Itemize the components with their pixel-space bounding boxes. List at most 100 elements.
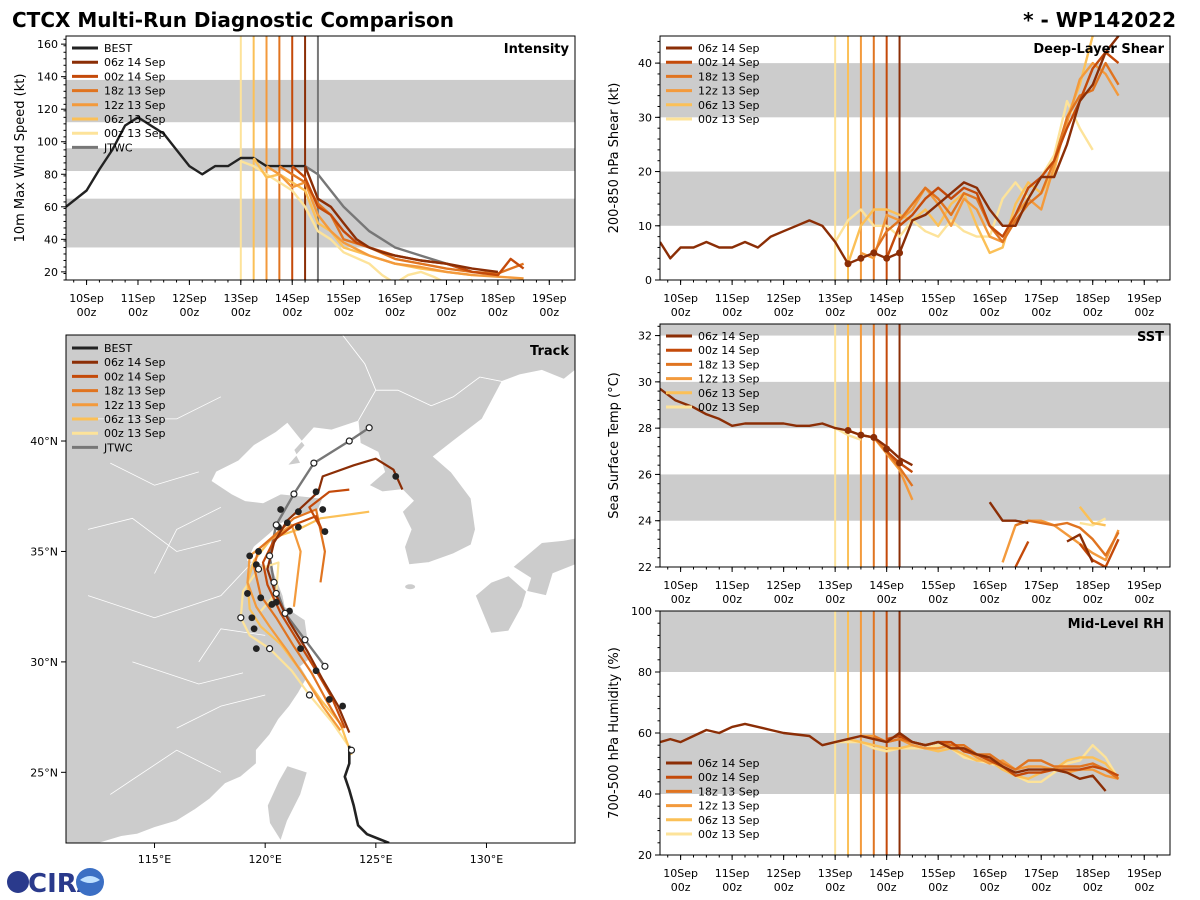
rh-xtick-label-day: 11Sep	[715, 867, 750, 880]
shear-xtick-label-day: 17Sep	[1024, 292, 1059, 305]
rh-legend-label: 00z 13 Sep	[698, 828, 760, 841]
sst-ylabel: Sea Surface Temp (°C)	[607, 372, 622, 519]
shear-xtick-label-day: 10Sep	[663, 292, 698, 305]
shear-ytick-label: 10	[638, 220, 652, 233]
intensity-xtick-label-day: 12Sep	[172, 292, 207, 305]
sst-marker-point	[857, 431, 865, 439]
track-ytick-label: 30°N	[30, 656, 58, 669]
rh-xtick-label-day: 17Sep	[1024, 867, 1059, 880]
track-legend-label: BEST	[104, 342, 132, 355]
rh-ytick-label: 20	[638, 849, 652, 862]
intensity-xtick-label-day: 11Sep	[121, 292, 156, 305]
sst-frame	[659, 323, 1171, 568]
intensity-legend-label: BEST	[104, 42, 132, 55]
track-xtick-label: 115°E	[138, 853, 171, 866]
track-open-marker	[270, 578, 278, 586]
cira-logo-cloud-icon	[80, 876, 100, 883]
rh-xtick-label-day: 13Sep	[818, 867, 853, 880]
shear-xtick-label-hour: 00z	[722, 306, 742, 319]
track-forecast-line	[239, 561, 353, 751]
sst-xtick-label-day: 15Sep	[921, 579, 956, 592]
sst-xtick-label-day: 18Sep	[1075, 579, 1110, 592]
sst-ytick-label: 26	[638, 468, 652, 481]
track-filled-marker	[248, 614, 256, 622]
track-land-jeju	[405, 584, 416, 590]
sst-xtick-label-hour: 00z	[1031, 593, 1051, 606]
intensity-xtick-label-day: 15Sep	[326, 292, 361, 305]
intensity-xtick-label-day: 17Sep	[429, 292, 464, 305]
rh-legend-label: 18z 13 Sep	[698, 785, 760, 798]
track-open-marker	[305, 691, 314, 699]
rh-title: Mid-Level RH	[1068, 617, 1164, 632]
intensity-xtick-label-day: 13Sep	[223, 292, 258, 305]
shear-marker-point	[896, 249, 904, 257]
shear-xtick-label-day: 16Sep	[972, 292, 1007, 305]
sst-xtick-label-day: 14Sep	[869, 579, 904, 592]
rh-legend-label: 12z 13 Sep	[698, 800, 760, 813]
track-province-border	[87, 560, 255, 619]
rh-legend-label: 00z 14 Sep	[698, 771, 760, 784]
track-filled-marker	[339, 702, 347, 710]
shear-xtick-label-day: 12Sep	[766, 292, 801, 305]
rh-xtick-label-hour: 00z	[928, 881, 948, 894]
track-open-marker	[237, 614, 245, 622]
shear-ylabel: 200-850 hPa Shear (kt)	[607, 83, 622, 234]
sst-marker-point	[883, 445, 891, 453]
track-filled-marker	[255, 548, 262, 555]
intensity-panel: 2040608010012014016010Sep00z11Sep00z12Se…	[13, 35, 576, 319]
sst-xtick-label-day: 12Sep	[766, 579, 801, 592]
shear-xtick-label-day: 19Sep	[1127, 292, 1162, 305]
intensity-legend-label: 00z 14 Sep	[104, 70, 166, 83]
intensity-legend-label: 00z 13 Sep	[104, 127, 166, 140]
sst-xtick-label-hour: 00z	[825, 593, 845, 606]
intensity-legend-label: 12z 13 Sep	[104, 99, 166, 112]
rh-legend-label: 06z 14 Sep	[698, 757, 760, 770]
sst-legend-label: 06z 13 Sep	[698, 387, 760, 400]
track-filled-marker	[392, 472, 400, 480]
shear-xtick-label-day: 15Sep	[921, 292, 956, 305]
sst-series-line	[988, 501, 1029, 525]
sst-xtick-label-day: 16Sep	[972, 579, 1007, 592]
track-legend-label: 06z 14 Sep	[104, 356, 166, 369]
sst-series-line	[1015, 519, 1120, 557]
rh-xtick-label-hour: 00z	[1083, 881, 1103, 894]
rh-xtick-label-hour: 00z	[722, 881, 742, 894]
shear-marker-point	[883, 254, 891, 262]
sst-xtick-label-hour: 00z	[774, 593, 794, 606]
intensity-xtick-label-hour: 00z	[437, 306, 457, 319]
track-ytick-label: 40°N	[30, 435, 58, 448]
shear-panel: 01020304010Sep00z11Sep00z12Sep00z13Sep00…	[607, 35, 1171, 319]
shear-series-line	[834, 99, 1094, 243]
rh-xtick-label-day: 12Sep	[766, 867, 801, 880]
track-legend-label: 00z 13 Sep	[104, 427, 166, 440]
intensity-ytick-label: 140	[37, 71, 58, 84]
intensity-series-line	[240, 160, 473, 280]
track-open-marker	[254, 565, 263, 573]
track-province-border	[198, 628, 266, 663]
sst-series-line	[1078, 506, 1106, 527]
track-filled-marker	[297, 645, 304, 653]
intensity-xtick-label-hour: 00z	[488, 306, 508, 319]
shear-ytick-label: 30	[638, 111, 652, 124]
rh-band	[660, 611, 1170, 672]
sst-xtick-label-hour: 00z	[980, 593, 1000, 606]
track-best-line	[343, 745, 390, 843]
track-province-border	[154, 506, 222, 574]
intensity-xtick-label-hour: 00z	[180, 306, 200, 319]
sst-series-line	[834, 427, 862, 441]
track-filled-marker	[244, 590, 251, 597]
rh-legend-label: 06z 13 Sep	[698, 814, 760, 827]
intensity-xtick-label-day: 16Sep	[378, 292, 413, 305]
shear-xtick-label-hour: 00z	[1134, 306, 1154, 319]
intensity-xtick-label-day: 18Sep	[481, 292, 516, 305]
sst-series-line	[1066, 533, 1094, 563]
intensity-xtick-label-hour: 00z	[385, 306, 405, 319]
shear-legend-label: 06z 13 Sep	[698, 99, 760, 112]
rh-ytick-label: 80	[638, 666, 652, 679]
track-open-marker	[272, 521, 280, 529]
track-filled-marker	[325, 696, 333, 703]
sst-legend-label: 12z 13 Sep	[698, 373, 760, 386]
intensity-ytick-label: 80	[44, 168, 58, 181]
rh-panel: 2040608010010Sep00z11Sep00z12Sep00z13Sep…	[607, 605, 1171, 894]
